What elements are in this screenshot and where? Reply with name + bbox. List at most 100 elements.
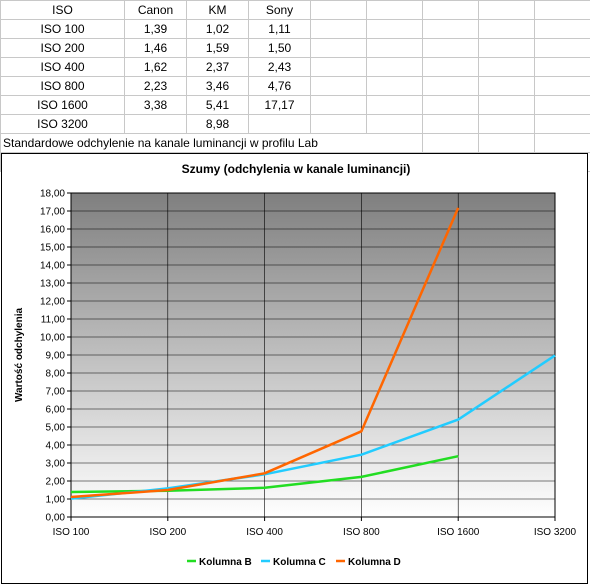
table-cell[interactable] bbox=[478, 19, 535, 39]
table-cell[interactable] bbox=[310, 95, 367, 115]
table-cell[interactable] bbox=[248, 114, 311, 134]
legend-label: Kolumna B bbox=[199, 557, 252, 568]
y-tick-label: 10,00 bbox=[40, 333, 65, 344]
table-cell[interactable]: 1,46 bbox=[124, 38, 187, 58]
y-tick-label: 1,00 bbox=[46, 495, 66, 506]
series-line-kolumna-d bbox=[70, 207, 460, 499]
table-note[interactable]: Standardowe odchylenie na kanale luminan… bbox=[0, 133, 318, 153]
table-header-row: ISO Canon KM Sony bbox=[0, 0, 590, 20]
data-table: ISO Canon KM Sony ISO 100 1,39 1,02 1,11 ISO 200… bbox=[0, 0, 590, 172]
table-cell[interactable]: 1,62 bbox=[124, 57, 187, 77]
x-tick-label: ISO 100 bbox=[53, 527, 90, 538]
table-cell[interactable] bbox=[478, 95, 535, 115]
y-tick-label: 3,00 bbox=[46, 459, 66, 470]
table-cell[interactable] bbox=[310, 114, 367, 134]
y-tick-label: 0,00 bbox=[46, 513, 66, 524]
y-axis-title: Wartość odchylenia bbox=[14, 308, 25, 403]
table-cell[interactable]: ISO 800 bbox=[0, 76, 125, 96]
table-cell[interactable] bbox=[366, 19, 423, 39]
table-cell[interactable]: 4,76 bbox=[248, 76, 311, 96]
table-cell[interactable]: ISO 1600 bbox=[0, 95, 125, 115]
x-tick-label: ISO 1600 bbox=[437, 527, 480, 538]
table-cell[interactable]: 1,50 bbox=[248, 38, 311, 58]
table-cell[interactable] bbox=[422, 0, 479, 20]
table-cell[interactable] bbox=[534, 114, 590, 134]
table-cell[interactable]: KM bbox=[186, 0, 249, 20]
table-cell[interactable] bbox=[366, 133, 423, 153]
y-tick-label: 9,00 bbox=[46, 351, 66, 362]
table-row: ISO 1600 3,38 5,41 17,17 bbox=[0, 95, 590, 115]
table-cell[interactable] bbox=[534, 95, 590, 115]
table-cell[interactable] bbox=[366, 57, 423, 77]
table-cell[interactable]: Canon bbox=[124, 0, 187, 20]
table-cell[interactable] bbox=[534, 76, 590, 96]
table-cell[interactable] bbox=[478, 0, 535, 20]
table-cell[interactable]: Sony bbox=[248, 0, 311, 20]
table-row: ISO 200 1,46 1,59 1,50 bbox=[0, 38, 590, 58]
table-cell[interactable]: ISO bbox=[0, 0, 125, 20]
y-tick-label: 18,00 bbox=[40, 189, 65, 200]
table-cell[interactable] bbox=[366, 0, 423, 20]
y-tick-label: 15,00 bbox=[40, 243, 65, 254]
table-cell[interactable]: ISO 200 bbox=[0, 38, 125, 58]
table-cell[interactable]: 1,02 bbox=[186, 19, 249, 39]
table-cell[interactable] bbox=[310, 38, 367, 58]
y-tick-label: 7,00 bbox=[46, 387, 66, 398]
table-cell[interactable]: 8,98 bbox=[186, 114, 249, 134]
table-cell[interactable]: 1,11 bbox=[248, 19, 311, 39]
table-cell[interactable] bbox=[310, 76, 367, 96]
table-cell[interactable] bbox=[478, 76, 535, 96]
y-tick-label: 6,00 bbox=[46, 405, 66, 416]
table-cell[interactable] bbox=[478, 114, 535, 134]
legend-label: Kolumna C bbox=[273, 557, 326, 568]
table-cell[interactable] bbox=[534, 0, 590, 20]
table-cell[interactable]: 2,23 bbox=[124, 76, 187, 96]
table-cell[interactable] bbox=[310, 133, 367, 153]
table-cell[interactable] bbox=[534, 133, 590, 153]
x-tick-label: ISO 800 bbox=[343, 527, 380, 538]
legend-label: Kolumna D bbox=[348, 557, 401, 568]
table-cell[interactable] bbox=[422, 57, 479, 77]
table-cell[interactable] bbox=[422, 95, 479, 115]
table-cell[interactable] bbox=[422, 133, 479, 153]
table-cell[interactable] bbox=[366, 76, 423, 96]
table-cell[interactable] bbox=[478, 57, 535, 77]
table-cell[interactable] bbox=[124, 114, 187, 134]
table-cell[interactable] bbox=[422, 38, 479, 58]
table-cell[interactable] bbox=[534, 19, 590, 39]
table-cell[interactable] bbox=[534, 38, 590, 58]
table-cell[interactable]: 2,43 bbox=[248, 57, 311, 77]
table-cell[interactable]: 1,39 bbox=[124, 19, 187, 39]
table-cell[interactable]: 17,17 bbox=[248, 95, 311, 115]
table-cell[interactable] bbox=[310, 19, 367, 39]
x-tick-label: ISO 400 bbox=[246, 527, 283, 538]
table-cell[interactable] bbox=[366, 114, 423, 134]
table-cell[interactable] bbox=[310, 0, 367, 20]
y-tick-label: 14,00 bbox=[40, 261, 65, 272]
table-cell[interactable] bbox=[310, 57, 367, 77]
y-tick-label: 8,00 bbox=[46, 369, 66, 380]
table-cell[interactable]: 3,38 bbox=[124, 95, 187, 115]
table-cell[interactable] bbox=[366, 95, 423, 115]
table-cell[interactable]: 1,59 bbox=[186, 38, 249, 58]
table-cell[interactable]: ISO 400 bbox=[0, 57, 125, 77]
y-tick-label: 13,00 bbox=[40, 279, 65, 290]
table-cell[interactable] bbox=[478, 133, 535, 153]
table-cell[interactable]: 5,41 bbox=[186, 95, 249, 115]
table-cell[interactable] bbox=[422, 114, 479, 134]
y-tick-label: 2,00 bbox=[46, 477, 66, 488]
table-cell[interactable] bbox=[422, 19, 479, 39]
table-cell[interactable] bbox=[366, 38, 423, 58]
y-tick-label: 4,00 bbox=[46, 441, 66, 452]
y-tick-label: 17,00 bbox=[40, 207, 65, 218]
chart-area: Szumy (odchylenia w kanale luminancji) 0,… bbox=[1, 153, 588, 584]
table-cell[interactable]: ISO 100 bbox=[0, 19, 125, 39]
x-tick-label: ISO 200 bbox=[149, 527, 186, 538]
table-cell[interactable]: ISO 3200 bbox=[0, 114, 125, 134]
table-cell[interactable] bbox=[422, 76, 479, 96]
table-cell[interactable] bbox=[534, 57, 590, 77]
table-cell[interactable]: 3,46 bbox=[186, 76, 249, 96]
table-cell[interactable]: 2,37 bbox=[186, 57, 249, 77]
table-cell[interactable] bbox=[478, 38, 535, 58]
y-tick-label: 12,00 bbox=[40, 297, 65, 308]
